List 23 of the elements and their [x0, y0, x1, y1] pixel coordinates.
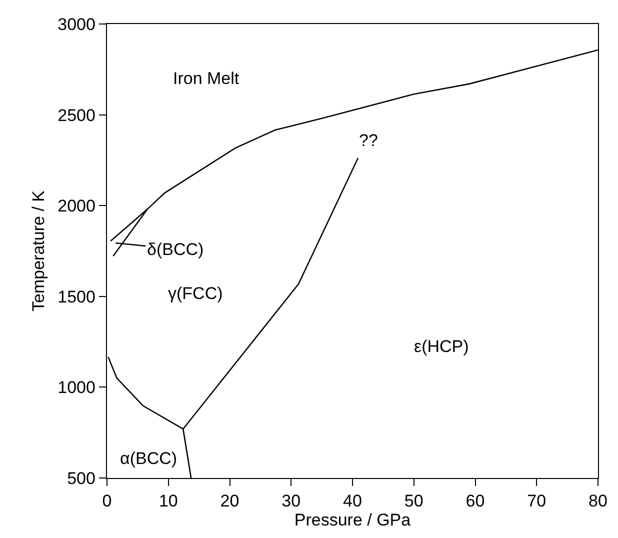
- y-tick-label: 2000: [58, 196, 96, 216]
- annotation: ε(HCP): [414, 337, 469, 356]
- y-tick-label: 3000: [58, 14, 96, 34]
- y-tick-label: 1000: [58, 378, 96, 398]
- x-tick-label: 0: [102, 492, 112, 511]
- y-tick-label: 2500: [58, 106, 96, 125]
- annotation: α(BCC): [120, 449, 178, 468]
- x-tick-label: 40: [343, 492, 362, 511]
- y-tick-label: 500: [67, 468, 96, 488]
- x-tick-label: 80: [588, 492, 608, 511]
- y-axis-title: Temperature / K: [29, 190, 48, 312]
- x-tick-label: 50: [404, 492, 424, 511]
- annotation: ??: [359, 131, 378, 150]
- x-tick-label: 30: [282, 492, 301, 511]
- x-tick-label: 70: [527, 492, 546, 511]
- x-tick-label: 60: [466, 492, 485, 511]
- annotation: δ(BCC): [147, 240, 204, 259]
- annotation: Iron Melt: [173, 69, 240, 88]
- x-tick-label: 10: [158, 492, 178, 511]
- x-tick-label: 20: [220, 492, 240, 511]
- annotation: γ(FCC): [168, 284, 223, 303]
- y-tick-label: 1500: [58, 287, 96, 306]
- x-axis-title: Pressure / GPa: [294, 510, 412, 530]
